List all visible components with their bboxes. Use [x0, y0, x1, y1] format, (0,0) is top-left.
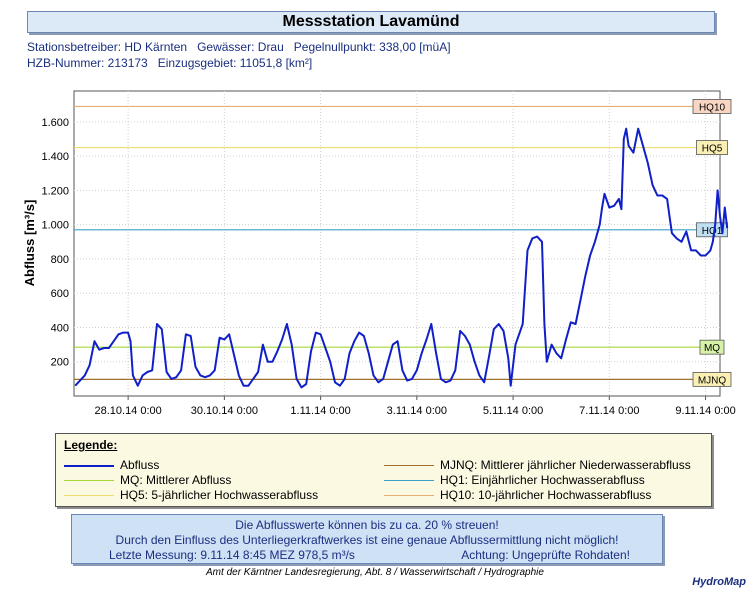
legend-swatch [64, 495, 114, 496]
legend-item-label: HQ1: Einjährlicher Hochwasserabfluss [440, 473, 645, 487]
x-tick-label: 1.11.14 0:00 [290, 405, 350, 417]
threshold-label-hq5: HQ5 [702, 144, 723, 155]
legend: Legende: Abfluss MQ: Mittlerer Abfluss HQ5… [55, 433, 712, 507]
notice-box: Die Abflusswerte können bis zu ca. 20 % … [71, 514, 663, 564]
station-title: Messstation Lavamünd [27, 11, 715, 33]
hydromap-logo[interactable]: HydroMap [692, 576, 746, 588]
last-measurement: Letzte Messung: 9.11.14 8:45 MEZ 978,5 m… [109, 548, 355, 562]
x-axis-ticks: 28.10.14 0:00 30.10.14 0:00 1.11.14 0:00 3.… [94, 396, 736, 417]
threshold-lines: HQ10 HQ5 HQ1 MQ MJNQ [74, 99, 732, 387]
threshold-badge-hq5 [696, 140, 728, 155]
legend-item-label: HQ10: 10-jährlicher Hochwasserabfluss [440, 488, 652, 502]
plot-area [73, 90, 721, 397]
threshold-label-mjnq: MJNQ [698, 375, 727, 386]
threshold-badge-mjnq [692, 371, 732, 387]
station-meta-line1: Stationsbetreiber: HD Kärnten Gewässer: … [27, 40, 451, 54]
threshold-label-hq10: HQ10 [699, 102, 726, 113]
legend-swatch [64, 480, 114, 481]
x-tick-label: 9.11.14 0:00 [675, 405, 735, 417]
raw-data-warning: Achtung: Ungeprüfte Rohdaten! [461, 548, 630, 562]
x-tick-label: 30.10.14 0:00 [191, 405, 258, 417]
legend-swatch [384, 495, 434, 496]
y-tick-label: 800 [51, 254, 69, 266]
threshold-label-hq1: HQ1 [702, 226, 723, 237]
discharge-chart: 200 400 600 800 1.000 1.200 1.400 1.600 28.10.1… [22, 90, 736, 417]
threshold-badge-hq1 [696, 222, 728, 238]
x-tick-label: 5.11.14 0:00 [483, 405, 543, 417]
y-tick-label: 400 [51, 322, 69, 334]
legend-item-label: MJNQ: Mittlerer jährlicher Niederwassera… [440, 458, 691, 472]
legend-swatch [64, 465, 114, 467]
series-layer [74, 127, 729, 389]
y-tick-label: 1.600 [41, 117, 69, 129]
station-meta-line2: HZB-Nummer: 213173 Einzugsgebiet: 11051,… [27, 56, 313, 70]
threshold-badge-hq10 [692, 99, 732, 114]
y-axis-ticks: 200 400 600 800 1.000 1.200 1.400 1.600 [41, 117, 69, 369]
legend-item-label: HQ5: 5-jährlicher Hochwasserabfluss [120, 488, 319, 502]
legend-swatch [384, 480, 434, 481]
y-tick-label: 200 [51, 357, 69, 369]
x-tick-label: 3.11.14 0:00 [387, 405, 447, 417]
footer-credit: Amt der Kärntner Landesregierung, Abt. 8… [206, 567, 544, 578]
series-line-abfluss [74, 127, 729, 389]
legend-item-label: MQ: Mittlerer Abfluss [120, 473, 232, 487]
legend-item-label: Abfluss [120, 458, 160, 472]
legend-title: Legende: [64, 438, 118, 452]
y-tick-label: 600 [51, 288, 69, 300]
threshold-badge-mq [699, 339, 725, 355]
notice-line-1: Die Abflusswerte können bis zu ca. 20 % … [235, 518, 499, 532]
y-tick-label: 1.200 [41, 185, 69, 197]
y-tick-label: 1.400 [41, 151, 69, 163]
y-axis-label: Abfluss [m³/s] [22, 200, 37, 287]
y-tick-label: 1.000 [41, 220, 69, 232]
threshold-label-mq: MQ [704, 343, 720, 354]
legend-swatch [384, 465, 434, 466]
x-tick-label: 7.11.14 0:00 [579, 405, 639, 417]
notice-line-2: Durch den Einfluss des Unterliegerkraftw… [115, 533, 619, 547]
x-tick-label: 28.10.14 0:00 [94, 405, 161, 417]
